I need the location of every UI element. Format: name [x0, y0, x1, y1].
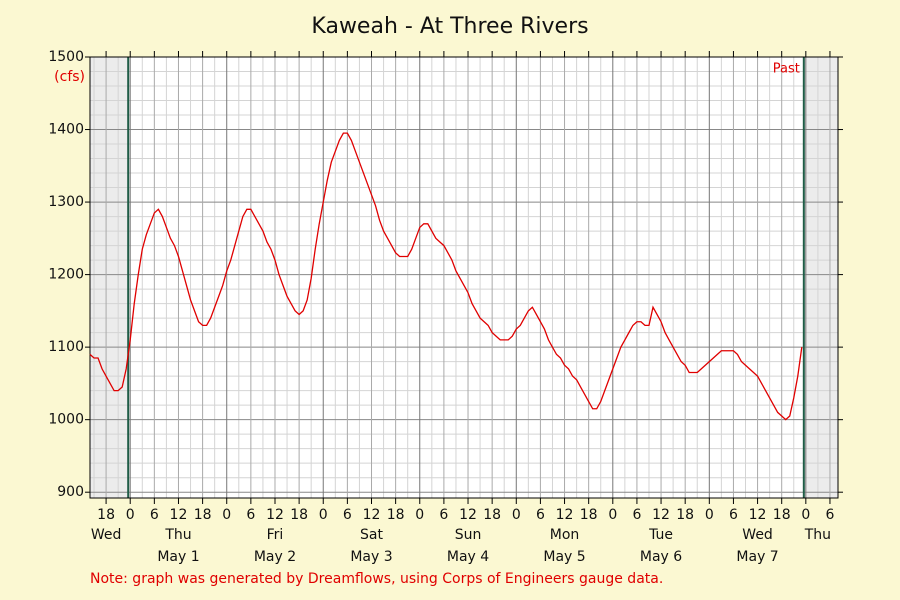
x-tick-label: 0	[608, 507, 617, 523]
y-tick-label: 900	[57, 484, 84, 500]
y-tick-label: 1100	[48, 339, 84, 355]
x-tick-label: 6	[536, 507, 545, 523]
x-tick-label: 18	[194, 507, 212, 523]
day-label: Mon	[550, 527, 580, 543]
x-tick-label: 12	[170, 507, 188, 523]
x-tick-label: 6	[150, 507, 159, 523]
x-tick-label: 18	[483, 507, 501, 523]
marker-label: Past	[773, 62, 800, 77]
x-tick-label: 0	[512, 507, 521, 523]
day-label: Wed	[91, 527, 122, 543]
x-tick-label: 6	[729, 507, 738, 523]
x-tick-label: 12	[459, 507, 477, 523]
x-tick-label: 18	[290, 507, 308, 523]
plot-border	[89, 56, 839, 499]
date-label: May 2	[254, 549, 296, 565]
day-label: Tue	[648, 527, 673, 543]
x-tick-label: 6	[825, 507, 834, 523]
chart-title: Kaweah - At Three Rivers	[311, 14, 588, 39]
date-label: May 3	[350, 549, 392, 565]
x-tick-label: 0	[801, 507, 810, 523]
date-label: May 5	[543, 549, 585, 565]
y-tick-label: 1300	[48, 194, 84, 210]
date-label: May 4	[447, 549, 489, 565]
x-tick-label: 18	[387, 507, 405, 523]
y-axis-label: (cfs)	[54, 69, 85, 85]
x-tick-label: 18	[580, 507, 598, 523]
y-tick-label: 1500	[48, 49, 84, 65]
day-label: Sun	[455, 527, 482, 543]
shade	[90, 57, 129, 498]
day-label: Sat	[360, 527, 383, 543]
x-tick-label: 0	[126, 507, 135, 523]
x-tick-label: 18	[676, 507, 694, 523]
x-tick-label: 0	[415, 507, 424, 523]
x-tick-label: 6	[439, 507, 448, 523]
note: Note: graph was generated by Dreamflows,…	[90, 571, 663, 587]
shade	[803, 57, 838, 498]
x-tick-label: 12	[363, 507, 381, 523]
x-tick-label: 0	[222, 507, 231, 523]
day-label: Thu	[164, 527, 191, 543]
y-tick-label: 1200	[48, 267, 84, 283]
x-tick-label: 12	[556, 507, 574, 523]
date-label: May 6	[640, 549, 682, 565]
x-tick-label: 18	[773, 507, 791, 523]
flow-line	[89, 132, 803, 421]
x-tick-label: 6	[246, 507, 255, 523]
x-tick-label: 12	[266, 507, 284, 523]
x-tick-label: 0	[705, 507, 714, 523]
date-label: May 7	[736, 549, 778, 565]
x-tick-label: 18	[97, 507, 115, 523]
x-tick-label: 12	[749, 507, 767, 523]
x-tick-label: 12	[652, 507, 670, 523]
x-tick-label: 0	[319, 507, 328, 523]
y-tick-label: 1400	[48, 122, 84, 138]
day-label: Fri	[267, 527, 284, 543]
day-label: Wed	[742, 527, 773, 543]
date-label: May 1	[157, 549, 199, 565]
x-tick-label: 6	[343, 507, 352, 523]
day-label: Thu	[804, 527, 831, 543]
x-tick-label: 6	[632, 507, 641, 523]
y-tick-label: 1000	[48, 412, 84, 428]
